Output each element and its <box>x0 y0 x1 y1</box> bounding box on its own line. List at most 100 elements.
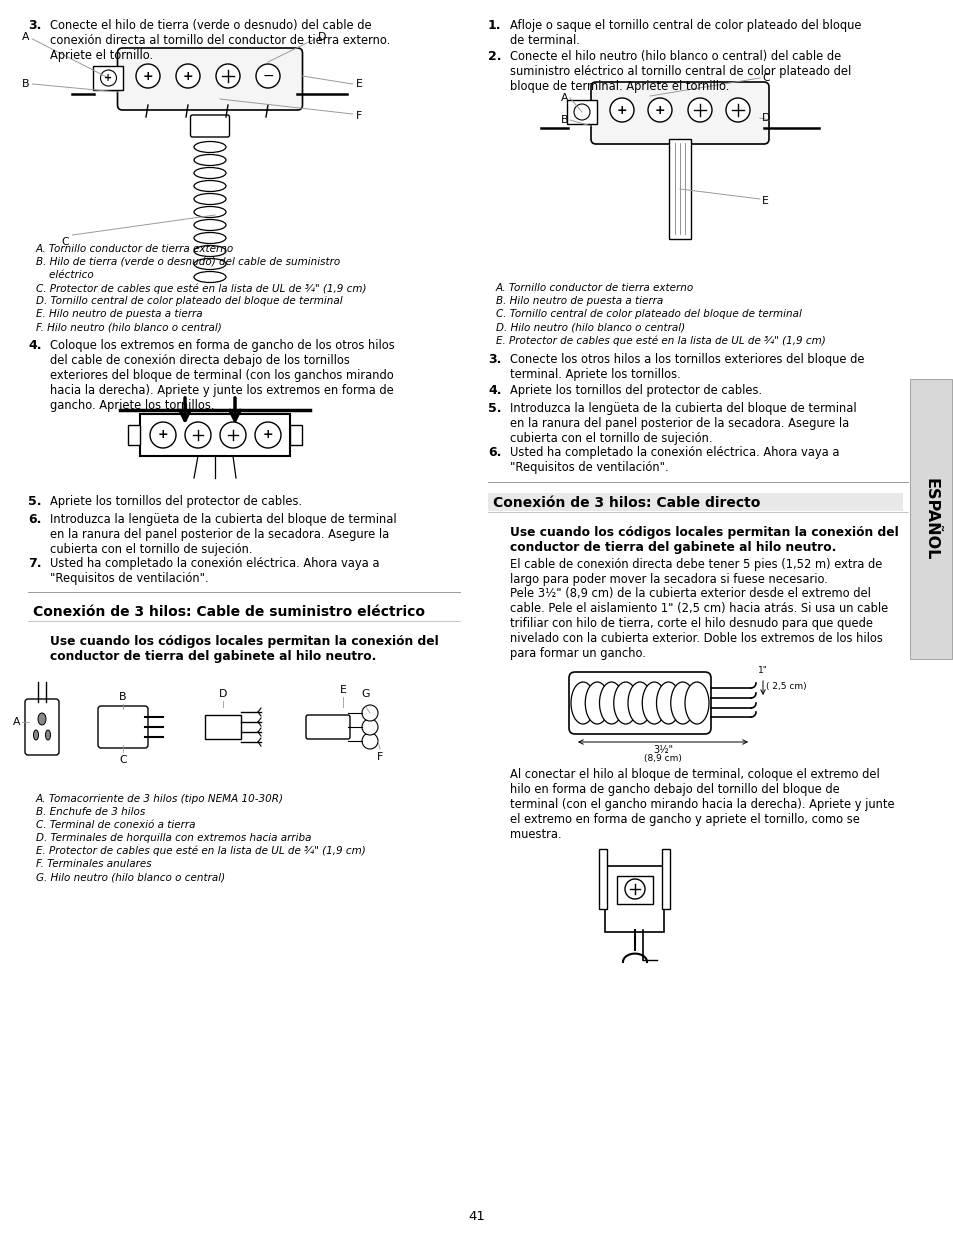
Text: C. Tornillo central de color plateado del bloque de terminal: C. Tornillo central de color plateado de… <box>496 309 801 318</box>
Text: A. Tornillo conductor de tierra externo: A. Tornillo conductor de tierra externo <box>36 244 234 254</box>
Text: 5.: 5. <box>488 401 501 415</box>
Circle shape <box>361 733 377 750</box>
Ellipse shape <box>193 245 226 256</box>
FancyBboxPatch shape <box>568 672 710 733</box>
Circle shape <box>361 705 377 721</box>
Text: C: C <box>119 755 127 764</box>
Text: Usted ha completado la conexión eléctrica. Ahora vaya a
"Requisitos de ventilaci: Usted ha completado la conexión eléctric… <box>50 558 379 585</box>
Text: 41: 41 <box>468 1211 485 1223</box>
Text: +: + <box>182 69 193 83</box>
Text: 1": 1" <box>758 667 767 675</box>
Text: D: D <box>761 113 770 123</box>
Circle shape <box>220 422 246 449</box>
Bar <box>140 414 290 456</box>
Text: B: B <box>560 115 567 125</box>
Text: F: F <box>355 112 361 121</box>
Ellipse shape <box>46 730 51 740</box>
Circle shape <box>647 98 671 121</box>
FancyBboxPatch shape <box>590 82 768 144</box>
Ellipse shape <box>193 155 226 166</box>
Ellipse shape <box>193 219 226 230</box>
Ellipse shape <box>193 233 226 244</box>
Circle shape <box>100 69 116 85</box>
Text: Conecte los otros hilos a los tornillos exteriores del bloque de
terminal. Aprie: Conecte los otros hilos a los tornillos … <box>510 353 863 382</box>
Text: Apriete los tornillos del protector de cables.: Apriete los tornillos del protector de c… <box>510 384 761 396</box>
Ellipse shape <box>38 712 46 725</box>
Text: B. Hilo de tierra (verde o desnudo) del cable de suministro: B. Hilo de tierra (verde o desnudo) del … <box>36 256 340 266</box>
Text: E: E <box>355 79 362 89</box>
Circle shape <box>574 104 589 120</box>
Ellipse shape <box>627 681 651 724</box>
Text: Conexión de 3 hilos: Cable directo: Conexión de 3 hilos: Cable directo <box>493 496 760 510</box>
FancyBboxPatch shape <box>566 100 597 124</box>
Ellipse shape <box>670 681 694 724</box>
Text: Apriete los tornillos del protector de cables.: Apriete los tornillos del protector de c… <box>50 496 302 508</box>
Bar <box>488 493 902 510</box>
Text: 7.: 7. <box>28 558 42 570</box>
Ellipse shape <box>656 681 679 724</box>
Circle shape <box>687 98 711 121</box>
Bar <box>128 425 140 445</box>
Text: Conecte el hilo de tierra (verde o desnudo) del cable de
conexión directa al tor: Conecte el hilo de tierra (verde o desnu… <box>50 19 390 62</box>
Circle shape <box>255 64 280 88</box>
Circle shape <box>361 719 377 735</box>
FancyBboxPatch shape <box>93 66 123 90</box>
Text: Conexión de 3 hilos: Cable de suministro eléctrico: Conexión de 3 hilos: Cable de suministro… <box>33 605 424 620</box>
Text: C. Protector de cables que esté en la lista de UL de ¾" (1,9 cm): C. Protector de cables que esté en la li… <box>36 282 366 294</box>
Text: +: + <box>262 429 273 441</box>
Ellipse shape <box>193 271 226 282</box>
FancyBboxPatch shape <box>605 866 664 932</box>
Ellipse shape <box>33 730 38 740</box>
Circle shape <box>215 64 240 88</box>
FancyBboxPatch shape <box>25 699 59 755</box>
Text: ( 2,5 cm): ( 2,5 cm) <box>765 681 806 690</box>
Text: B. Enchufe de 3 hilos: B. Enchufe de 3 hilos <box>36 807 145 817</box>
Text: +: + <box>616 104 627 116</box>
Text: E. Protector de cables que esté en la lista de UL de ¾" (1,9 cm): E. Protector de cables que esté en la li… <box>496 335 825 346</box>
Circle shape <box>175 64 200 88</box>
Text: G. Hilo neutro (hilo blanco o central): G. Hilo neutro (hilo blanco o central) <box>36 872 225 882</box>
FancyBboxPatch shape <box>117 48 302 110</box>
Circle shape <box>150 422 175 449</box>
Text: Conecte el hilo neutro (hilo blanco o central) del cable de
suministro eléctrico: Conecte el hilo neutro (hilo blanco o ce… <box>510 50 850 93</box>
Text: 6.: 6. <box>28 513 41 527</box>
Text: 3.: 3. <box>488 353 501 366</box>
Text: +: + <box>143 69 153 83</box>
Text: C. Terminal de conexió a tierra: C. Terminal de conexió a tierra <box>36 820 195 830</box>
Text: D. Hilo neutro (hilo blanco o central): D. Hilo neutro (hilo blanco o central) <box>496 322 684 332</box>
Text: +: + <box>654 104 664 116</box>
Text: 4.: 4. <box>488 384 501 396</box>
Bar <box>290 425 302 445</box>
Circle shape <box>136 64 160 88</box>
Text: C: C <box>761 73 769 83</box>
Text: B: B <box>22 79 30 89</box>
Circle shape <box>609 98 634 121</box>
Text: F. Hilo neutro (hilo blanco o central): F. Hilo neutro (hilo blanco o central) <box>36 322 221 332</box>
Text: Usted ha completado la conexión eléctrica. Ahora vaya a
"Requisitos de ventilaci: Usted ha completado la conexión eléctric… <box>510 446 839 475</box>
Text: −: − <box>262 69 274 83</box>
Ellipse shape <box>684 681 708 724</box>
Text: +: + <box>157 429 168 441</box>
Text: A: A <box>22 32 30 42</box>
Text: ESPAÑOL: ESPAÑOL <box>923 478 938 560</box>
Bar <box>668 139 690 239</box>
Ellipse shape <box>193 181 226 192</box>
Ellipse shape <box>584 681 609 724</box>
Text: 6.: 6. <box>488 446 501 458</box>
Text: A. Tomacorriente de 3 hilos (tipo NEMA 10-30R): A. Tomacorriente de 3 hilos (tipo NEMA 1… <box>36 794 284 804</box>
Text: 3.: 3. <box>28 19 41 32</box>
Circle shape <box>725 98 749 121</box>
Text: E: E <box>339 685 346 695</box>
Text: E. Hilo neutro de puesta a tierra: E. Hilo neutro de puesta a tierra <box>36 309 202 318</box>
Text: Use cuando los códigos locales permitan la conexión del
conductor de tierra del : Use cuando los códigos locales permitan … <box>510 527 898 554</box>
Bar <box>909 379 951 659</box>
Text: D. Terminales de horquilla con extremos hacia arriba: D. Terminales de horquilla con extremos … <box>36 833 312 843</box>
Ellipse shape <box>193 259 226 270</box>
FancyBboxPatch shape <box>98 706 148 748</box>
Text: Pele 3½" (8,9 cm) de la cubierta exterior desde el extremo del
cable. Pele el ai: Pele 3½" (8,9 cm) de la cubierta exterio… <box>510 587 887 660</box>
Text: 1.: 1. <box>488 19 501 32</box>
FancyBboxPatch shape <box>306 715 350 738</box>
Bar <box>617 876 652 904</box>
Text: 2.: 2. <box>488 50 501 63</box>
Text: Introduzca la lengüeta de la cubierta del bloque de terminal
en la ranura del pa: Introduzca la lengüeta de la cubierta de… <box>50 513 396 556</box>
